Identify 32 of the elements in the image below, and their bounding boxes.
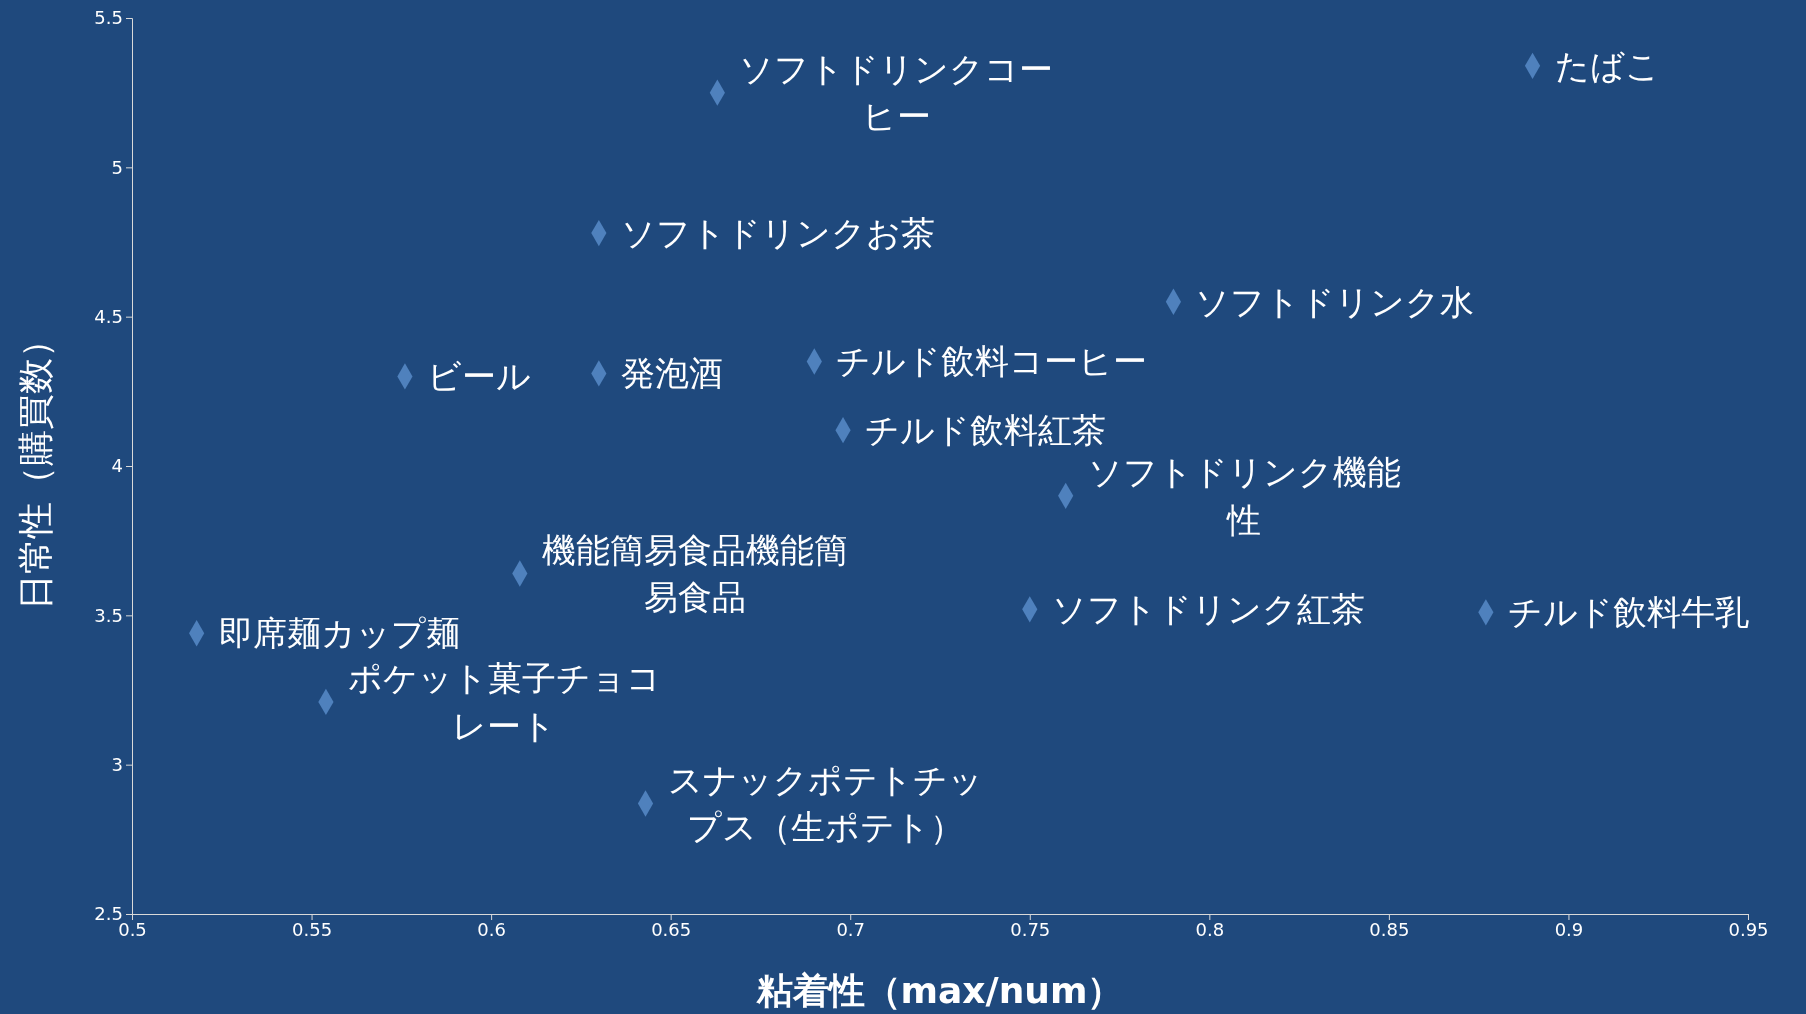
x-tick-label: 0.9 — [1554, 918, 1584, 940]
x-tick-label: 0.6 — [477, 918, 506, 940]
annotation: ビール — [426, 356, 531, 397]
y-tick-label: 4 — [111, 455, 123, 477]
x-tick-label: 0.55 — [292, 918, 333, 940]
x-tick-label: 0.65 — [651, 918, 692, 940]
y-axis-title: 日常性（購買数） — [15, 322, 56, 610]
x-axis-title: 粘着性（max/num） — [755, 970, 1124, 1011]
x-tick-label: 0.8 — [1195, 918, 1225, 940]
x-tick-label: 0.75 — [1010, 918, 1051, 940]
annotation: 即席麺カップ麺 — [218, 613, 460, 654]
annotation: ソフトドリンク紅茶 — [1051, 589, 1365, 630]
y-tick-label: 5 — [111, 156, 123, 178]
annotation: ポケット菓子チョコレート — [347, 658, 661, 746]
x-tick-label: 0.7 — [836, 918, 866, 940]
annotation: チルド飲料牛乳 — [1507, 592, 1749, 633]
annotation: チルド飲料コーヒー — [836, 341, 1148, 382]
annotation: ソフトドリンク機能性 — [1087, 451, 1401, 540]
x-tick-label: 0.95 — [1728, 918, 1769, 940]
annotation: スナックポテトチップス（生ポテト） — [667, 759, 983, 848]
annotation: たばこ — [1554, 45, 1660, 86]
annotation: チルド飲料紅茶 — [865, 410, 1107, 451]
annotation: ソフトドリンクお茶 — [620, 212, 935, 253]
y-tick-label: 5.5 — [94, 7, 123, 29]
x-tick-label: 0.85 — [1369, 918, 1410, 940]
y-tick-label: 3.5 — [94, 604, 123, 626]
annotation: ソフトドリンク水 — [1195, 281, 1475, 322]
annotation: 機能簡易食品機能簡易食品 — [541, 529, 848, 618]
y-tick-label: 4.5 — [94, 305, 123, 327]
y-tick-label: 3 — [111, 753, 123, 775]
annotation: 発泡酒 — [620, 353, 723, 394]
annotation: ソフトドリンクコーヒー — [739, 48, 1054, 137]
